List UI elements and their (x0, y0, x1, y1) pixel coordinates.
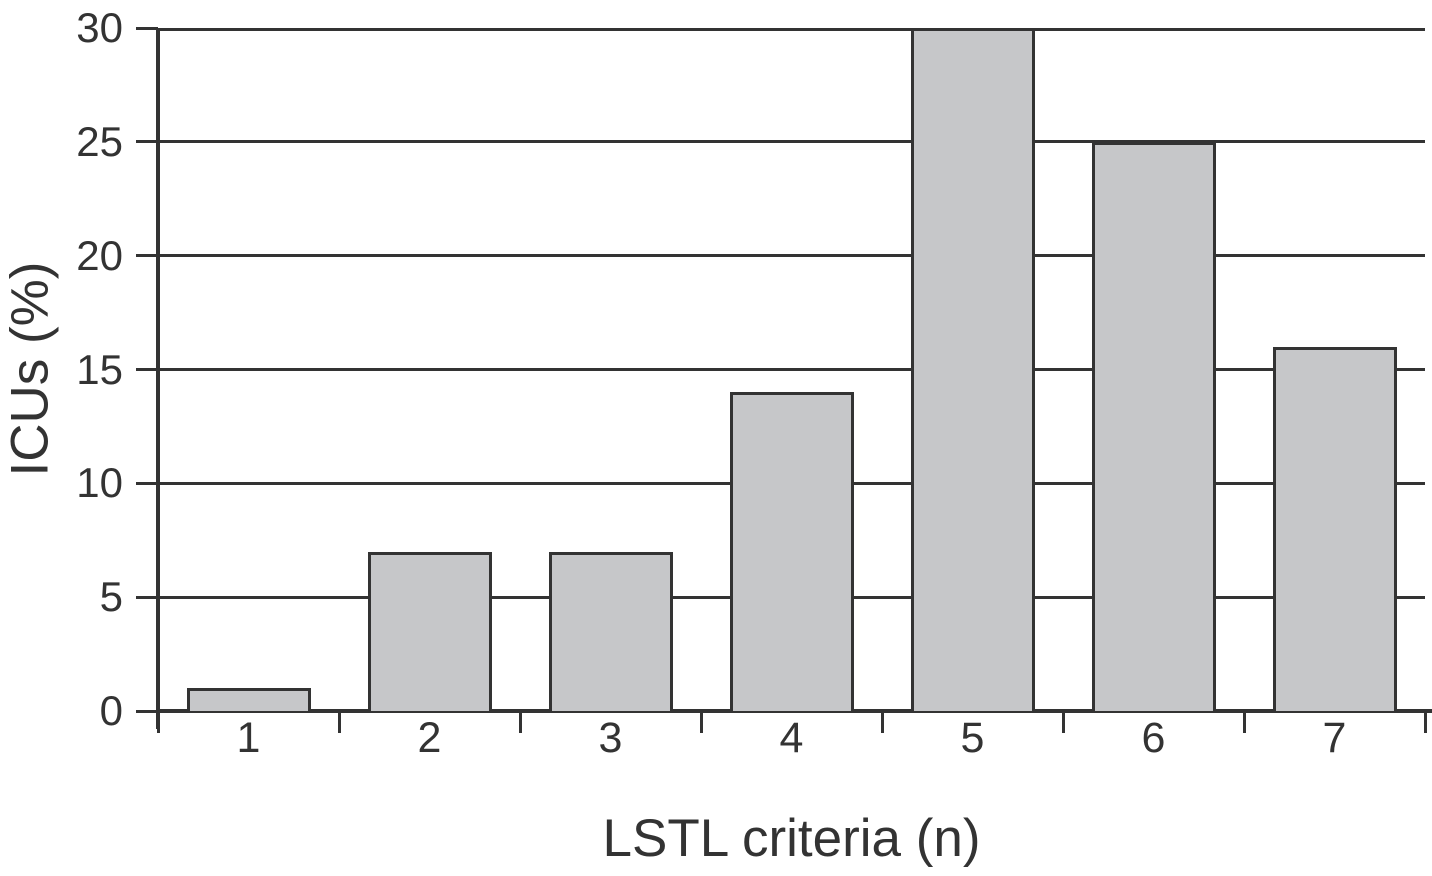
x-category-label-3: 3 (598, 714, 623, 762)
x-tick-2 (518, 713, 522, 733)
y-tick-label-20: 20 (76, 231, 123, 279)
gridline-y-25 (158, 140, 1425, 144)
x-category-label-1: 1 (236, 714, 261, 762)
x-category-label-7: 7 (1322, 714, 1347, 762)
y-tick-label-15: 15 (76, 345, 123, 393)
x-tick-7 (1423, 713, 1427, 733)
gridline-y-20 (158, 254, 1425, 258)
y-tick-25 (136, 140, 158, 144)
y-tick-30 (136, 26, 158, 30)
x-category-label-6: 6 (1141, 714, 1166, 762)
x-category-label-2: 2 (417, 714, 442, 762)
plot-area: 0 5 10 15 20 25 30 (76, 4, 1432, 734)
x-tick-6 (1242, 713, 1246, 733)
y-tick-label-0: 0 (99, 687, 123, 734)
y-tick-label-10: 10 (76, 459, 123, 507)
y-tick-label-30: 30 (76, 4, 123, 51)
y-tick-10 (136, 481, 158, 485)
bar-category-5 (910, 28, 1035, 711)
x-axis-title: LSTL criteria (n) (602, 809, 981, 868)
y-tick-5 (136, 595, 158, 599)
bar-category-1 (186, 688, 311, 711)
bar-category-3 (548, 551, 673, 711)
bar-category-6 (1091, 141, 1216, 711)
gridline-y-30 (158, 28, 1425, 31)
x-tick-5 (1061, 713, 1065, 733)
x-axis-line (156, 709, 1432, 713)
x-tick-1 (337, 713, 341, 733)
bar-category-7 (1272, 346, 1397, 711)
y-tick-label-25: 25 (76, 117, 123, 165)
bar-category-2 (367, 551, 492, 711)
y-tick-15 (136, 368, 158, 371)
y-tick-label-5: 5 (99, 573, 123, 621)
y-tick-20 (136, 254, 158, 258)
x-tick-3 (699, 713, 703, 733)
y-tick-0 (136, 709, 158, 713)
gridline-y-15 (158, 368, 1425, 371)
x-tick-4 (880, 713, 884, 733)
y-axis-line (156, 28, 160, 729)
x-category-label-5: 5 (960, 714, 985, 762)
x-tick-0 (156, 713, 160, 733)
bar-category-4 (729, 392, 854, 711)
x-category-label-4: 4 (779, 714, 804, 762)
